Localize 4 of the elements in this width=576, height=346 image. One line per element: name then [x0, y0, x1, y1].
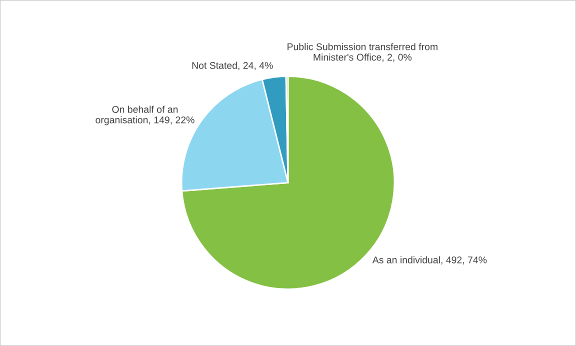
slice-label: Not Stated, 24, 4% [192, 62, 273, 70]
slice-label: Public Submission transferred from Minister's Office, 2, 0% [288, 43, 438, 62]
slice-label: On behalf of an organisation, 149, 22% [96, 106, 194, 126]
slice-label: As an individual, 492, 74% [372, 256, 487, 265]
